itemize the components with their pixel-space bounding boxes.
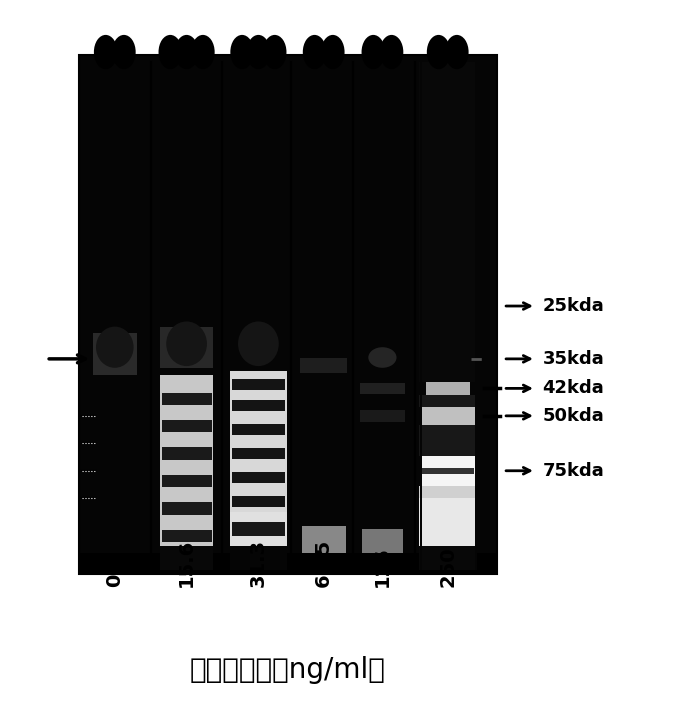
- Bar: [232, 541, 285, 552]
- Bar: [162, 530, 211, 542]
- Ellipse shape: [263, 35, 286, 69]
- Bar: [420, 59, 422, 571]
- Bar: [160, 375, 214, 571]
- Ellipse shape: [303, 35, 326, 69]
- Bar: [160, 546, 214, 571]
- Bar: [300, 358, 347, 373]
- Bar: [419, 485, 477, 571]
- Bar: [232, 448, 285, 459]
- Bar: [160, 327, 214, 368]
- Bar: [231, 546, 286, 571]
- Ellipse shape: [94, 35, 118, 69]
- Bar: [231, 371, 286, 571]
- Ellipse shape: [247, 35, 270, 69]
- Bar: [162, 393, 211, 405]
- Bar: [419, 485, 477, 486]
- Bar: [79, 56, 496, 573]
- Ellipse shape: [427, 35, 450, 69]
- Bar: [419, 395, 477, 407]
- Text: 35kda: 35kda: [543, 350, 604, 368]
- Bar: [232, 424, 285, 435]
- Ellipse shape: [231, 35, 254, 69]
- Bar: [232, 380, 285, 390]
- Bar: [419, 62, 477, 382]
- Ellipse shape: [175, 35, 199, 69]
- Bar: [419, 425, 477, 455]
- Bar: [420, 455, 475, 486]
- Bar: [475, 59, 477, 571]
- Bar: [162, 420, 211, 433]
- Ellipse shape: [380, 35, 403, 69]
- Ellipse shape: [445, 35, 469, 69]
- Text: 15.6: 15.6: [177, 539, 196, 588]
- Ellipse shape: [369, 347, 396, 368]
- Ellipse shape: [112, 35, 136, 69]
- Bar: [162, 448, 211, 460]
- Text: 62.5: 62.5: [314, 539, 333, 588]
- Text: 诱导剂浓度（ng/ml）: 诱导剂浓度（ng/ml）: [190, 656, 386, 684]
- Ellipse shape: [96, 327, 133, 368]
- Text: 125: 125: [373, 546, 392, 588]
- Ellipse shape: [362, 35, 385, 69]
- Text: 25kda: 25kda: [543, 297, 604, 315]
- Text: 31.3: 31.3: [249, 539, 268, 588]
- Bar: [421, 468, 475, 473]
- Bar: [302, 526, 345, 553]
- Bar: [426, 382, 470, 395]
- Bar: [360, 410, 405, 422]
- Ellipse shape: [191, 35, 215, 69]
- Ellipse shape: [238, 322, 279, 366]
- Bar: [93, 333, 137, 375]
- Text: 42kda: 42kda: [543, 380, 604, 398]
- Ellipse shape: [158, 35, 182, 69]
- Text: 75kda: 75kda: [543, 462, 604, 480]
- Bar: [162, 503, 211, 515]
- Text: 250: 250: [438, 547, 457, 588]
- Bar: [419, 498, 477, 546]
- Bar: [232, 472, 285, 483]
- Bar: [232, 400, 285, 411]
- Ellipse shape: [166, 322, 207, 366]
- Bar: [231, 512, 286, 546]
- Ellipse shape: [321, 35, 345, 69]
- Text: 50kda: 50kda: [543, 407, 604, 425]
- Bar: [420, 407, 475, 425]
- Bar: [232, 496, 285, 507]
- Bar: [360, 383, 405, 394]
- Bar: [79, 553, 496, 573]
- Text: 0: 0: [105, 574, 124, 588]
- Bar: [232, 521, 285, 531]
- Bar: [362, 529, 403, 553]
- Bar: [162, 475, 211, 487]
- Bar: [419, 546, 477, 571]
- Bar: [232, 522, 285, 536]
